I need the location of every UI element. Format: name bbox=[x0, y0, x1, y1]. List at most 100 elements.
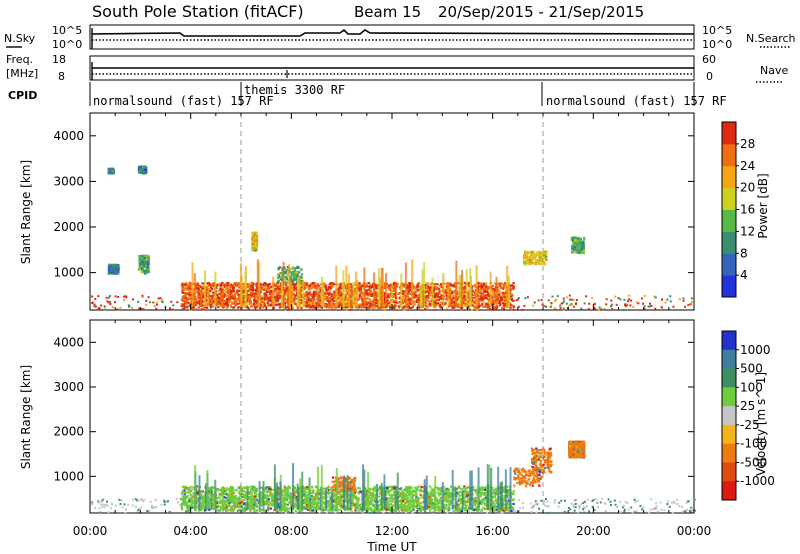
data-cell bbox=[251, 291, 254, 294]
data-cell bbox=[219, 293, 223, 296]
data-cell bbox=[473, 306, 476, 309]
data-cell bbox=[331, 306, 334, 309]
data-cell bbox=[273, 282, 276, 285]
data-cell bbox=[370, 307, 373, 310]
data-cell bbox=[518, 499, 521, 502]
data-cell bbox=[587, 308, 590, 311]
data-cell bbox=[185, 282, 188, 285]
data-cell bbox=[141, 269, 144, 272]
data-cell bbox=[313, 292, 316, 295]
data-cell bbox=[207, 284, 210, 287]
data-cell bbox=[446, 511, 449, 514]
data-cell bbox=[307, 302, 310, 305]
data-cell bbox=[586, 505, 589, 508]
data-cell bbox=[103, 506, 106, 509]
data-cell bbox=[478, 282, 481, 285]
data-cell bbox=[407, 302, 411, 305]
data-cell bbox=[330, 294, 333, 298]
data-cell bbox=[433, 298, 436, 301]
data-cell bbox=[553, 307, 556, 310]
data-cell bbox=[196, 283, 199, 286]
data-cell bbox=[255, 284, 258, 287]
data-cell bbox=[424, 307, 427, 310]
data-cell bbox=[202, 306, 205, 309]
data-cell bbox=[306, 282, 309, 285]
data-cell bbox=[498, 299, 501, 302]
data-cell bbox=[358, 306, 361, 309]
data-cell bbox=[287, 306, 290, 309]
data-cell bbox=[197, 306, 200, 309]
data-cell bbox=[390, 283, 393, 286]
data-cell bbox=[110, 171, 113, 174]
data-cell bbox=[278, 295, 282, 298]
data-cell bbox=[251, 286, 255, 290]
data-cell bbox=[114, 295, 117, 298]
data-cell bbox=[333, 303, 336, 306]
data-cell bbox=[267, 299, 270, 302]
data-cell bbox=[294, 273, 297, 276]
data-cell bbox=[285, 290, 288, 293]
data-cell bbox=[499, 304, 502, 307]
data-cell bbox=[641, 508, 644, 511]
data-cell bbox=[394, 288, 397, 292]
data-cell bbox=[277, 283, 281, 286]
data-cell bbox=[607, 498, 610, 501]
data-cell bbox=[407, 303, 411, 307]
data-cell bbox=[254, 304, 258, 307]
data-cell bbox=[317, 285, 320, 288]
data-cell bbox=[295, 511, 298, 514]
data-cell bbox=[573, 247, 576, 251]
data-cell bbox=[368, 285, 371, 288]
data-cell bbox=[188, 303, 191, 306]
data-cell bbox=[497, 282, 501, 285]
data-cell bbox=[242, 301, 245, 304]
data-cell bbox=[558, 501, 561, 504]
data-cell bbox=[678, 298, 681, 301]
data-cell bbox=[623, 308, 626, 311]
data-cell bbox=[492, 291, 495, 294]
data-cell bbox=[225, 308, 228, 311]
data-cell bbox=[146, 268, 149, 272]
data-cell bbox=[410, 306, 413, 310]
data-cell bbox=[226, 306, 229, 309]
data-cell bbox=[264, 298, 267, 301]
data-cell bbox=[258, 511, 261, 514]
data-cell bbox=[307, 296, 310, 299]
data-cell bbox=[659, 501, 662, 504]
nsky-label: N.Sky bbox=[4, 32, 36, 45]
data-cell bbox=[593, 302, 596, 305]
data-cell bbox=[374, 299, 378, 302]
data-cell bbox=[583, 244, 586, 248]
data-cell bbox=[572, 503, 575, 506]
data-cell bbox=[504, 284, 507, 288]
data-cell bbox=[277, 297, 280, 300]
data-cell bbox=[261, 303, 264, 306]
data-cell bbox=[264, 284, 267, 287]
data-cell bbox=[230, 285, 234, 288]
data-streak bbox=[400, 273, 403, 307]
data-cell bbox=[634, 501, 637, 504]
data-cell bbox=[236, 289, 239, 292]
data-cell bbox=[591, 505, 594, 508]
data-streak bbox=[385, 273, 388, 307]
data-cell bbox=[255, 290, 258, 293]
data-cell bbox=[437, 302, 440, 305]
data-cell bbox=[603, 502, 606, 505]
data-cell bbox=[484, 290, 487, 293]
data-cell bbox=[355, 499, 359, 502]
data-cell bbox=[201, 293, 204, 296]
data-cell bbox=[526, 296, 529, 299]
data-cell bbox=[502, 302, 505, 305]
data-cell bbox=[383, 293, 386, 296]
data-cell bbox=[479, 285, 482, 288]
data-cell bbox=[324, 291, 328, 294]
data-cell bbox=[139, 508, 142, 511]
data-cell bbox=[254, 241, 257, 244]
data-cell bbox=[285, 279, 288, 282]
data-cell bbox=[358, 282, 361, 285]
data-streak bbox=[297, 281, 300, 307]
data-cell bbox=[181, 289, 184, 292]
data-cell bbox=[450, 292, 453, 295]
data-cell bbox=[392, 287, 396, 290]
data-cell bbox=[555, 298, 558, 301]
